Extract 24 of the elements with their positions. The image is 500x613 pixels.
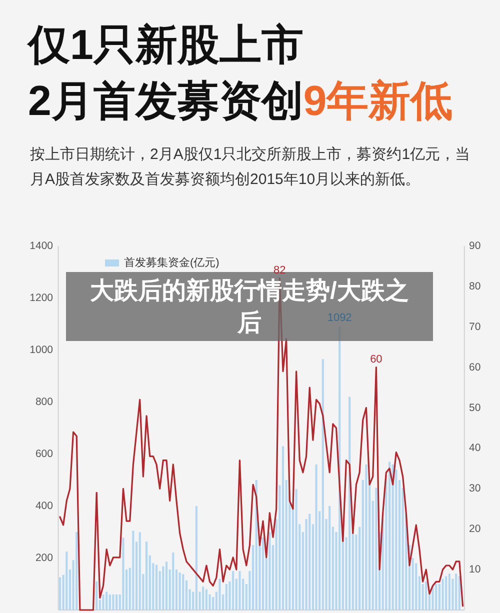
y-tick: 600 xyxy=(35,448,53,460)
title: 仅1只新股上市 2月首发募资创9年新低 xyxy=(28,20,453,126)
y2-tick: 40 xyxy=(469,442,481,454)
y2-tick: 80 xyxy=(469,280,481,292)
y2-tick: 90 xyxy=(469,240,481,252)
y-tick: 1200 xyxy=(30,292,53,304)
y2-tick: 20 xyxy=(469,523,481,536)
y2-tick: 60 xyxy=(469,361,481,374)
y2-tick: 30 xyxy=(469,482,481,495)
subtitle: 按上市日期统计，2月A股仅1只北交所新股上市，募资约1亿元，当月A股首发家数及首发募资额均创2015年10月以来的新低。 xyxy=(30,145,472,190)
y2-tick: 70 xyxy=(469,320,481,333)
data-label: 82 xyxy=(274,264,286,276)
y2-tick: 10 xyxy=(469,564,481,576)
y-tick: 800 xyxy=(35,396,53,408)
y-tick: 200 xyxy=(35,552,53,564)
annotation: 大跌后的新股行情走势/大跌之 xyxy=(90,278,409,304)
data-label: 1092 xyxy=(327,312,352,324)
data-label: 60 xyxy=(370,353,382,366)
legend-label: 首发募集资金(亿元) xyxy=(124,257,220,269)
y-tick: 1000 xyxy=(30,344,53,356)
y-tick: 1400 xyxy=(30,240,53,252)
annotation: 后 xyxy=(238,310,262,336)
y2-tick: 50 xyxy=(469,402,481,414)
y-tick: 400 xyxy=(35,500,53,512)
